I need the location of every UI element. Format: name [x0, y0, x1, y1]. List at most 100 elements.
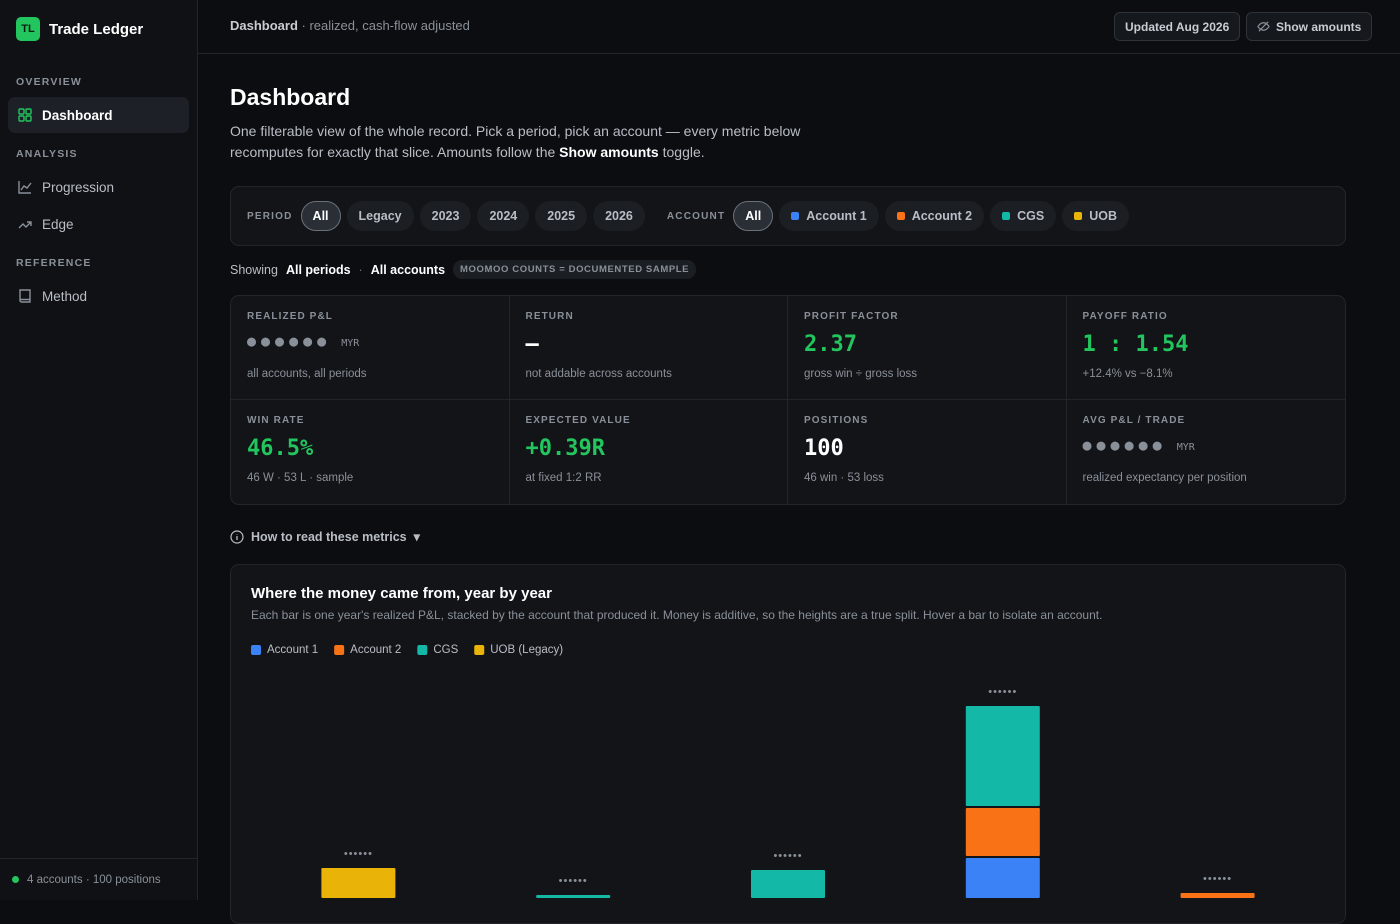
icon — [19, 289, 31, 303]
nav-item[interactable]: Edge — [8, 206, 189, 242]
metric-card: POSITIONS 100 46 win · 53 loss — [788, 400, 1067, 504]
total-label: •••••• — [344, 848, 373, 860]
metric-note: gross win ÷ gross loss — [804, 368, 918, 380]
bar-segment — [536, 895, 611, 898]
metric-unit: MYR — [341, 338, 360, 349]
chart-title: Where the money came from, year by year — [251, 585, 552, 602]
chip-label: CGS — [1017, 209, 1045, 223]
legend-label: Account 1 — [267, 644, 318, 656]
showing-account: All accounts — [370, 262, 446, 277]
nav-label: Method — [42, 288, 88, 304]
show-amounts-button[interactable]: Show amounts — [1246, 12, 1373, 41]
text: One filterable view of the whole record.… — [230, 123, 801, 160]
description: One filterable view of the whole record.… — [230, 121, 820, 163]
chip-label: UOB — [1089, 209, 1118, 223]
legend-swatch — [251, 645, 261, 655]
metric-value: 46.5% — [247, 436, 314, 461]
metric-note: 46 win · 53 loss — [804, 472, 884, 484]
metric-value: — — [525, 332, 539, 357]
sidebar-footer: 4 accounts · 100 positions — [0, 858, 197, 900]
legend-label: UOB (Legacy) — [490, 644, 563, 656]
legend-label: CGS — [433, 644, 458, 656]
metric-label: EXPECTED VALUE — [525, 415, 631, 426]
filter-label: ACCOUNT — [666, 210, 726, 222]
metric-label: WIN RATE — [247, 415, 305, 426]
metric-value-row: 1 : 1.54 — [1083, 332, 1330, 360]
metric-value-row: 46.5% — [247, 436, 493, 464]
filter-label: PERIOD — [247, 210, 293, 222]
metric-label: RETURN — [525, 311, 574, 322]
filter-bar: PERIOD All Legacy 2023 2024 2025 2026 ACCOUNT Al… — [230, 186, 1346, 246]
account-chip[interactable]: UOB — [1062, 201, 1130, 231]
bar-segment — [751, 870, 825, 898]
icon — [18, 221, 32, 229]
text-strong: Show amounts — [559, 144, 659, 160]
metric-value: ●●●●●● — [247, 332, 332, 350]
account-chip[interactable]: CGS — [990, 201, 1057, 231]
section-heading: REFERENCE — [16, 257, 92, 269]
period-chip[interactable]: All — [300, 201, 341, 231]
bar-segment — [1180, 893, 1255, 898]
chart-panel: Where the money came from, year by year … — [230, 564, 1346, 924]
bar-segment — [965, 858, 1040, 898]
icon — [18, 108, 32, 122]
period-chip[interactable]: 2026 — [593, 201, 645, 231]
topbar: Dashboard · realized, cash-flow adjusted… — [198, 0, 1400, 54]
metric-label: REALIZED P&L — [247, 311, 333, 322]
legend-swatch — [417, 645, 428, 655]
bar-segment — [965, 706, 1040, 806]
button-label: Updated Aug 2026 — [1125, 19, 1230, 34]
period-chip[interactable]: 2025 — [535, 201, 588, 231]
account-chip[interactable]: All — [733, 201, 774, 231]
chip-label: All — [745, 209, 762, 223]
metric-value: ●●●●●● — [1082, 436, 1167, 454]
account-chip[interactable]: Account 1 — [779, 201, 879, 231]
metric-value: 1 : 1.54 — [1082, 332, 1189, 357]
section-heading: OVERVIEW — [16, 76, 83, 88]
metric-value-row: ●●●●●● MYR — [247, 332, 493, 360]
metric-card: RETURN — not addable across accounts — [509, 296, 788, 400]
metric-grid: REALIZED P&L ●●●●●● MYR all accounts, all p… — [230, 295, 1346, 505]
brand[interactable]: TL Trade Ledger — [16, 17, 143, 41]
legend-label: Account 2 — [350, 644, 401, 656]
metric-card: REALIZED P&L ●●●●●● MYR all accounts, all p… — [231, 296, 510, 400]
period-chip[interactable]: Legacy — [346, 201, 414, 231]
period-chip[interactable]: 2023 — [419, 201, 472, 231]
updated-button[interactable]: Updated Aug 2026 — [1114, 12, 1241, 41]
nav-item[interactable]: Method — [8, 278, 189, 314]
metric-card: PROFIT FACTOR 2.37 gross win ÷ gross loss — [788, 296, 1067, 400]
help-text: How to read these metrics — [251, 529, 407, 544]
metric-value-row: — — [526, 332, 772, 360]
swatch — [791, 212, 800, 220]
chip-label: Account 1 — [806, 209, 867, 223]
text: toggle. — [658, 144, 705, 160]
metric-value: 100 — [804, 436, 844, 461]
section-heading: ANALYSIS — [16, 148, 78, 160]
breadcrumb: Dashboard · realized, cash-flow adjusted — [230, 18, 470, 33]
metric-label: PAYOFF RATIO — [1082, 311, 1168, 322]
crumb-subtitle: · realized, cash-flow adjusted — [301, 18, 470, 33]
icon — [18, 181, 32, 194]
total-label: •••••• — [559, 875, 588, 887]
account-chip[interactable]: Account 2 — [884, 201, 985, 231]
nav-item[interactable]: Dashboard — [8, 97, 189, 133]
chart-subtitle: Each bar is one year's realized P&L, sta… — [251, 608, 1102, 622]
help-toggle[interactable]: How to read these metrics ▾ — [230, 529, 420, 544]
logo: TL — [16, 17, 40, 41]
metric-card: PAYOFF RATIO 1 : 1.54 +12.4% vs −8.1% — [1066, 296, 1345, 400]
metric-card: EXPECTED VALUE +0.39R at fixed 1:2 RR — [510, 400, 788, 504]
period-chip[interactable]: 2024 — [477, 201, 530, 231]
footer-text: 4 accounts · 100 positions — [27, 873, 161, 886]
showing-label: Showing — [230, 262, 278, 277]
metric-label: PROFIT FACTOR — [804, 311, 899, 322]
metric-card: WIN RATE 46.5% 46 W · 53 L · sample — [231, 400, 510, 504]
metric-value: 2.37 — [804, 332, 857, 357]
metric-value-row: +0.39R — [526, 436, 772, 464]
crumb-title: Dashboard — [230, 18, 298, 33]
showing-row: Showing All periods · All accounts MOOMO… — [230, 260, 697, 279]
nav-item[interactable]: Progression — [8, 169, 189, 205]
badge: MOOMOO COUNTS = DOCUMENTED SAMPLE — [453, 260, 697, 279]
status-dot — [12, 876, 19, 883]
total-label: •••••• — [1203, 873, 1232, 885]
